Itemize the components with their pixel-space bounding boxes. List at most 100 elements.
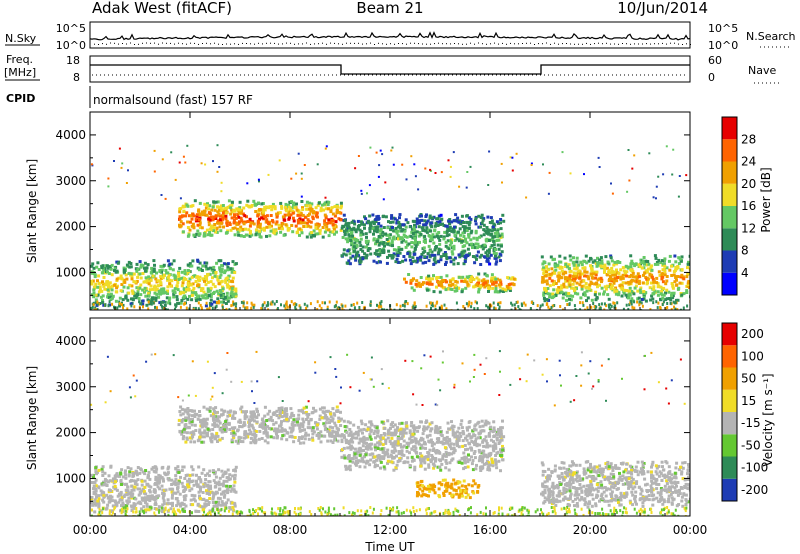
velocity-echo-cell	[100, 493, 104, 497]
power-echo-cell	[455, 289, 459, 293]
power-echo-cell	[106, 288, 110, 292]
power-echo-cell	[498, 259, 502, 263]
power-ground-scatter	[582, 303, 585, 307]
power-echo-cell	[452, 247, 456, 251]
power-echo-cell	[273, 207, 277, 211]
power-echo-cell	[295, 202, 298, 206]
velocity-echo-cell	[322, 406, 326, 410]
velocity-echo-cell	[158, 474, 162, 478]
velocity-echo-cell	[190, 431, 194, 435]
velocity-echo-cell	[161, 492, 165, 495]
power-echo-cell	[487, 284, 491, 288]
power-echo-cell	[289, 207, 293, 211]
power-echo-cell	[213, 208, 217, 212]
power-echo-cell	[451, 277, 455, 281]
power-echo-cell	[264, 205, 268, 209]
velocity-echo-cell	[207, 501, 211, 504]
power-echo-cell	[222, 262, 226, 266]
power-echo-cell	[563, 256, 567, 260]
power-echo-cell	[230, 270, 234, 274]
power-echo-cell	[148, 288, 152, 292]
power-echo-cell	[392, 248, 396, 252]
power-echo-cell	[204, 304, 208, 308]
velocity-echo-cell	[144, 510, 148, 514]
noise-search-dot	[686, 43, 687, 45]
power-echo-cell	[248, 231, 252, 235]
velocity-echo-cell	[226, 414, 230, 418]
power-echo-cell	[160, 270, 163, 274]
power-echo-cell	[241, 227, 245, 231]
power-echo-cell	[172, 295, 176, 299]
power-echo-cell	[369, 252, 373, 256]
power-echo-cell	[230, 210, 234, 214]
power-scatter-point	[466, 171, 469, 173]
power-echo-cell	[624, 293, 628, 297]
power-echo-cell	[309, 220, 313, 224]
velocity-echo-cell	[185, 436, 189, 440]
power-ground-scatter	[284, 306, 287, 310]
power-echo-cell	[608, 274, 612, 278]
velocity-echo-cell	[114, 480, 117, 484]
noise-search-dot	[382, 43, 383, 45]
velocity-echo-cell	[311, 426, 315, 430]
velocity-echo-cell	[206, 427, 210, 431]
power-echo-cell	[599, 264, 603, 268]
colorbar-segment	[722, 161, 737, 184]
velocity-echo-cell	[226, 468, 230, 472]
power-echo-cell	[583, 260, 587, 263]
power-echo-cell	[499, 244, 503, 248]
power-echo-cell	[339, 228, 343, 232]
power-echo-cell	[300, 231, 304, 235]
noise-search-dot	[446, 43, 447, 45]
colorbar-segment	[722, 250, 737, 273]
power-echo-cell	[391, 244, 394, 248]
power-echo-cell	[607, 279, 611, 282]
power-ground-scatter	[413, 302, 416, 306]
velocity-echo-cell	[215, 419, 219, 423]
velocity-echo-cell	[216, 440, 219, 443]
velocity-echo-cell	[131, 492, 135, 496]
power-echo-cell	[486, 257, 489, 261]
power-ground-scatter	[661, 303, 664, 306]
velocity-echo-cell	[300, 428, 304, 432]
power-echo-cell	[409, 262, 413, 266]
power-echo-cell	[230, 279, 234, 283]
power-ground-scatter	[261, 307, 264, 310]
power-echo-cell	[212, 265, 216, 269]
velocity-echo-cell	[148, 494, 152, 498]
power-ground-scatter	[600, 302, 603, 306]
velocity-echo-cell	[264, 425, 267, 429]
noise-search-dot	[278, 43, 279, 45]
power-echo-cell	[431, 277, 435, 281]
power-echo-cell	[565, 277, 569, 281]
power-echo-cell	[422, 246, 426, 250]
velocity-echo-cell	[330, 434, 334, 438]
power-echo-cell	[366, 220, 370, 224]
power-ground-scatter	[473, 307, 476, 310]
power-echo-cell	[198, 201, 202, 205]
power-ground-scatter	[536, 308, 538, 310]
velocity-echo-cell	[186, 485, 190, 489]
power-echo-cell	[549, 255, 553, 259]
power-scatter-point	[290, 177, 293, 180]
velocity-echo-cell	[220, 408, 224, 412]
noise-search-dot	[102, 43, 103, 45]
power-ground-scatter	[316, 300, 319, 304]
power-echo-cell	[130, 289, 134, 293]
power-scatter-point	[665, 145, 668, 148]
power-echo-cell	[541, 275, 545, 279]
power-ground-scatter	[425, 304, 428, 308]
velocity-echo-cell	[248, 420, 252, 424]
power-echo-cell	[600, 259, 604, 263]
power-echo-cell	[499, 280, 503, 284]
power-echo-cell	[456, 216, 460, 220]
power-ground-scatter	[524, 303, 527, 307]
power-echo-cell	[209, 233, 213, 237]
power-echo-cell	[548, 276, 552, 280]
velocity-echo-cell	[309, 418, 313, 422]
power-echo-cell	[491, 286, 495, 290]
power-scatter-point	[121, 162, 124, 165]
noise-search-dot	[134, 44, 135, 45]
velocity-echo-cell	[285, 438, 289, 442]
